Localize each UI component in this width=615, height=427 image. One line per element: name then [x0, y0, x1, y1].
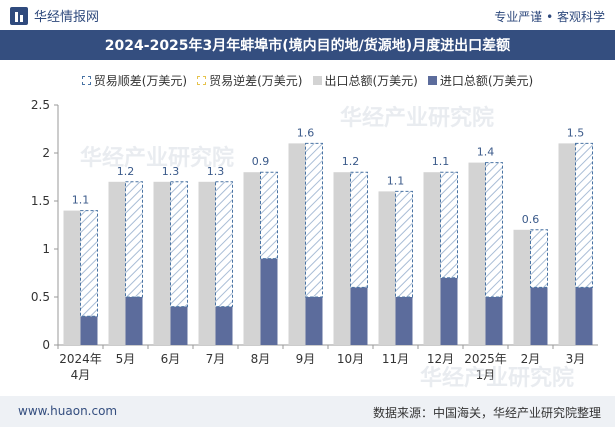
x-tick-label: 2月 — [521, 352, 541, 366]
y-tick-label: 0 — [42, 338, 50, 352]
bar-chart-logo-icon — [10, 6, 28, 25]
surplus-bar[interactable] — [125, 181, 143, 298]
surplus-bar[interactable] — [395, 190, 413, 298]
surplus-data-label: 1.4 — [477, 146, 495, 159]
legend-item-surplus[interactable]: 贸易顺差(万美元) — [81, 72, 188, 89]
x-tick-label: 9月 — [296, 352, 316, 366]
watermark: 华经产业研究院 — [420, 366, 575, 391]
export-bar[interactable] — [423, 172, 441, 345]
import-bar[interactable] — [260, 258, 278, 345]
export-bar[interactable] — [378, 191, 396, 345]
x-tick-label: 12月 — [427, 352, 454, 366]
chart-plot: 0 0.5 1 1.5 2 2.5 2024年 4月 5月 6月 7月 8月 9月 10月 11月 12月 20… — [31, 98, 598, 382]
export-bar[interactable] — [153, 181, 171, 345]
site-link[interactable]: www.huaon.com — [18, 404, 118, 418]
legend-label-surplus: 贸易顺差(万美元) — [93, 73, 188, 88]
legend-label-import: 进口总额(万美元) — [439, 73, 534, 88]
brand[interactable]: 华经情报网 — [10, 6, 99, 25]
import-bar[interactable] — [125, 297, 143, 345]
x-tick-label: 7月 — [206, 352, 226, 366]
legend-item-deficit[interactable]: 贸易逆差(万美元) — [197, 72, 303, 89]
export-bar[interactable] — [333, 172, 351, 345]
top-bar: 华经情报网 专业严谨 • 客观科学 — [0, 0, 615, 30]
import-bar[interactable] — [395, 297, 413, 345]
export-bar[interactable] — [288, 143, 306, 345]
y-tick-label: 0.5 — [31, 290, 50, 304]
surplus-data-label: 1.1 — [387, 174, 405, 187]
chart-legend: 贸易顺差(万美元) 贸易逆差(万美元) 出口总额(万美元) 进口总额(万美元) — [0, 70, 615, 90]
y-tick-label: 1.5 — [31, 194, 50, 208]
bars-layer — [63, 142, 593, 345]
surplus-bar[interactable] — [170, 181, 188, 308]
surplus-data-label: 1.6 — [297, 126, 315, 139]
x-tick-label: 11月 — [382, 352, 409, 366]
surplus-bar[interactable] — [215, 181, 233, 308]
legend-item-import[interactable]: 进口总额(万美元) — [427, 72, 534, 89]
import-bar[interactable] — [350, 287, 368, 345]
export-bar[interactable] — [198, 181, 216, 345]
import-bar[interactable] — [215, 306, 233, 345]
surplus-bar[interactable] — [575, 142, 593, 288]
export-bar[interactable] — [468, 162, 486, 345]
slogan: 专业严谨 • 客观科学 — [494, 10, 605, 24]
import-bar[interactable] — [305, 297, 323, 345]
data-source: 数据来源：中国海关，华经产业研究院整理 — [372, 406, 601, 420]
surplus-data-label: 1.5 — [567, 126, 585, 139]
labels-layer: 1.1 1.2 1.3 1.3 0.9 1.6 1.2 1.1 1.1 1.4 0.6 1.5 — [72, 126, 585, 225]
y-axis: 0 0.5 1 1.5 2 2.5 2024年 4月 5月 6月 7月 8月 9月 10月 11月 12月 20… — [31, 98, 598, 382]
surplus-data-label: 1.2 — [342, 155, 360, 168]
surplus-data-label: 0.9 — [252, 155, 270, 168]
import-bar[interactable] — [530, 287, 548, 345]
y-tick-label: 2.5 — [31, 98, 50, 112]
watermark: 华经产业研究院 — [340, 106, 495, 131]
import-bar[interactable] — [170, 306, 188, 345]
legend-swatch-import — [427, 75, 437, 85]
legend-swatch-deficit — [197, 75, 207, 85]
legend-swatch-surplus — [81, 75, 91, 85]
legend-item-export[interactable]: 出口总额(万美元) — [312, 72, 418, 89]
surplus-data-label: 1.3 — [162, 165, 180, 178]
watermark: 华经产业研究院 — [80, 146, 235, 171]
surplus-bar[interactable] — [80, 210, 98, 317]
x-tick-label: 10月 — [337, 352, 364, 366]
surplus-data-label: 1.1 — [72, 194, 90, 207]
import-bar[interactable] — [485, 297, 503, 345]
surplus-bar[interactable] — [440, 171, 458, 279]
import-bar[interactable] — [440, 277, 458, 345]
surplus-data-label: 1.2 — [117, 165, 135, 178]
legend-label-deficit: 贸易逆差(万美元) — [209, 73, 303, 88]
x-tick-label: 5月 — [116, 352, 136, 366]
legend-label-export: 出口总额(万美元) — [324, 73, 418, 88]
legend-swatch-export — [312, 75, 322, 85]
brand-name: 华经情报网 — [34, 10, 100, 25]
surplus-bar[interactable] — [305, 142, 323, 298]
footer: www.huaon.com 数据来源：中国海关，华经产业研究院整理 — [0, 396, 615, 427]
surplus-data-label: 1.3 — [207, 165, 225, 178]
y-tick-label: 1 — [42, 242, 50, 256]
import-bar[interactable] — [80, 316, 98, 345]
surplus-data-label: 0.6 — [522, 213, 540, 226]
surplus-bar[interactable] — [350, 171, 368, 288]
export-bar[interactable] — [63, 210, 81, 345]
x-tick-label: 2024年 4月 — [59, 352, 102, 382]
x-tick-label: 3月 — [566, 352, 586, 366]
y-tick-label: 2 — [42, 146, 50, 160]
surplus-bar[interactable] — [530, 229, 548, 288]
chart-title: 2024-2025年3月年蚌埠市(境内目的地/货源地)月度进出口差额 — [0, 30, 615, 60]
import-bar[interactable] — [575, 287, 593, 345]
export-bar[interactable] — [108, 181, 126, 345]
export-bar[interactable] — [558, 143, 576, 345]
export-bar[interactable] — [243, 172, 261, 345]
surplus-data-label: 1.1 — [432, 155, 450, 168]
surplus-bar[interactable] — [260, 171, 278, 260]
x-tick-label: 6月 — [161, 352, 181, 366]
x-tick-label: 8月 — [251, 352, 271, 366]
surplus-bar[interactable] — [485, 162, 503, 298]
export-bar[interactable] — [513, 229, 531, 345]
x-tick-label: 2025年 1月 — [464, 352, 507, 382]
